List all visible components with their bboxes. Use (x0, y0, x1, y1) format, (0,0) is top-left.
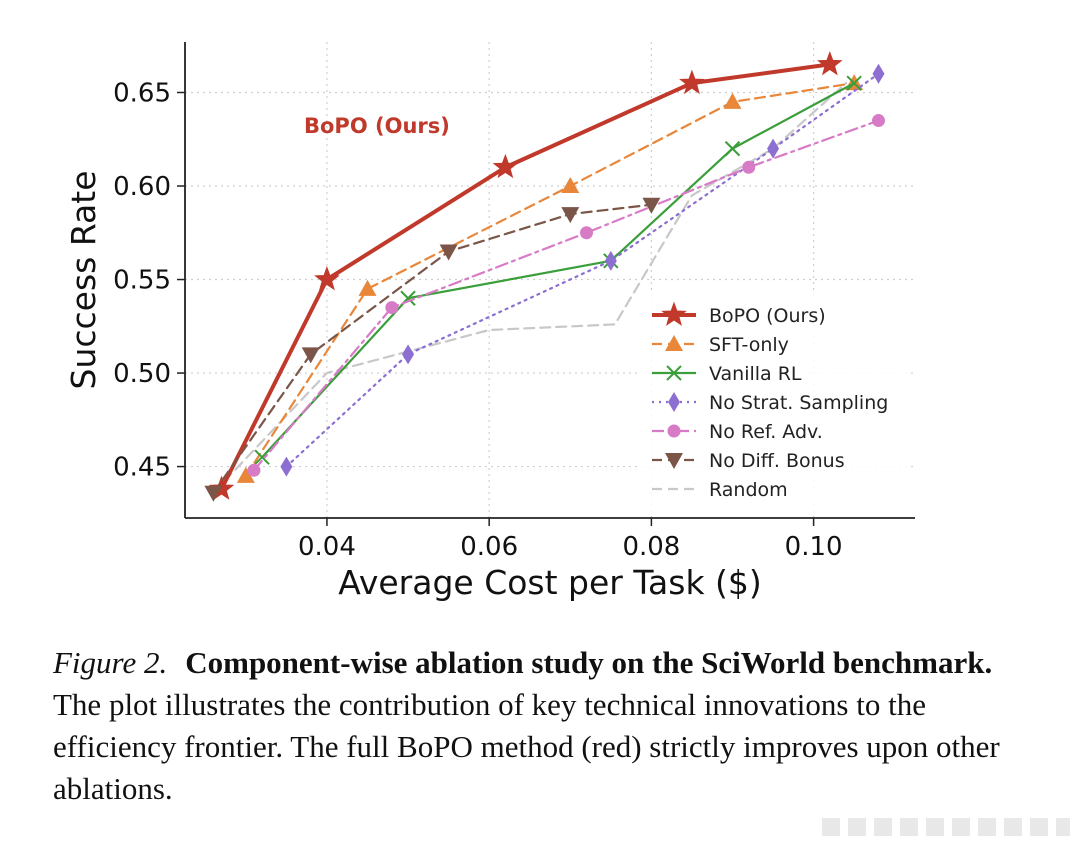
no-diff-bonus-point (439, 244, 458, 261)
no-strat-sampling-point (872, 63, 885, 84)
legend: BoPO (Ours) SFT-only Vanilla RL No Strat. S… (640, 292, 908, 514)
sft-only-point (723, 92, 742, 109)
bopo-ours-point (208, 475, 235, 500)
no-strat-sampling-point (604, 250, 617, 271)
y-tick-label: 0.65 (113, 78, 171, 108)
legend-label-no-diff-bonus: No Diff. Bonus (709, 450, 845, 472)
x-axis-title: Average Cost per Task ($) (338, 563, 762, 602)
series-no-ref-adv (247, 114, 885, 477)
random-line (212, 81, 848, 494)
sft-only-point (358, 279, 377, 296)
no-ref-adv-point (247, 463, 261, 477)
legend-frame (640, 292, 908, 514)
y-axis-title: Success Rate (64, 171, 103, 390)
legend-marker-no-diff-bonus (665, 453, 683, 469)
series-random (212, 81, 848, 494)
vanilla-rl-point (254, 449, 270, 465)
legend-marker-no-strat-sampling (668, 392, 680, 412)
no-diff-bonus-point (642, 197, 661, 214)
legend-marker-vanilla-rl (666, 365, 682, 381)
sft-only-point (236, 466, 255, 483)
bopo-ours-point (492, 153, 519, 179)
x-tick-label: 0.06 (460, 532, 518, 562)
no-strat-sampling-line (285, 72, 880, 468)
no-strat-sampling-point (402, 344, 415, 365)
no-diff-bonus-line (212, 203, 653, 494)
figure-caption: Figure 2. Component-wise ablation study o… (53, 642, 1033, 810)
no-ref-adv-line (252, 119, 880, 472)
series-bopo-ours (208, 50, 843, 500)
series-no-diff-bonus (204, 197, 661, 502)
x-tick-label: 0.08 (622, 532, 680, 562)
watermark-bar (822, 818, 1070, 836)
y-tick-label: 0.60 (113, 172, 171, 202)
no-ref-adv-point (385, 301, 399, 315)
legend-label-no-ref-adv: No Ref. Adv. (709, 421, 823, 443)
x-tick-label: 0.04 (298, 532, 356, 562)
no-ref-adv-point (872, 114, 885, 128)
bopo-ours-point (314, 266, 340, 291)
no-ref-adv-point (742, 160, 756, 174)
ablation-line-chart: 0.04 0.06 0.08 0.10 0.45 0.50 0.55 0.60 0.65 Ave… (64, 42, 915, 602)
y-tick-label: 0.50 (113, 359, 171, 389)
bopo-annotation: BoPO (Ours) (304, 114, 450, 138)
y-tick-label: 0.45 (113, 453, 171, 483)
legend-marker-bopo-ours (661, 301, 687, 326)
legend-label-random: Random (709, 479, 788, 501)
y-tick-label: 0.55 (113, 266, 171, 296)
caption-title: Component-wise ablation study on the Sci… (185, 645, 993, 680)
x-tick-label: 0.10 (785, 532, 843, 562)
sft-only-point (561, 177, 580, 194)
legend-label-bopo-ours: BoPO (Ours) (709, 305, 826, 327)
legend-label-sft-only: SFT-only (709, 334, 789, 356)
series-layer (204, 50, 885, 502)
caption-label: Figure 2. (53, 645, 168, 680)
legend-marker-no-ref-adv (667, 424, 681, 438)
bopo-ours-point (817, 50, 843, 76)
no-strat-sampling-point (767, 138, 780, 159)
no-diff-bonus-point (301, 347, 320, 364)
no-ref-adv-point (580, 226, 593, 240)
ticks: 0.04 0.06 0.08 0.10 0.45 0.50 0.55 0.60 0.65 (113, 78, 842, 562)
no-diff-bonus-point (561, 207, 580, 224)
no-diff-bonus-point (204, 485, 223, 502)
bopo-ours-point (679, 69, 705, 95)
no-strat-sampling-point (280, 456, 293, 477)
vanilla-rl-point (846, 75, 862, 91)
legend-label-vanilla-rl: Vanilla RL (709, 363, 802, 385)
series-no-strat-sampling (280, 63, 885, 477)
vanilla-rl-point (724, 140, 741, 157)
legend-label-no-strat-sampling: No Strat. Sampling (709, 392, 888, 414)
caption-body: The plot illustrates the contribution of… (53, 687, 1000, 806)
legend-marker-sft-only (665, 335, 683, 351)
